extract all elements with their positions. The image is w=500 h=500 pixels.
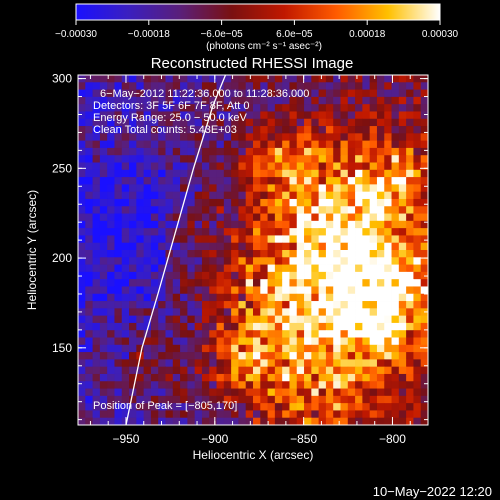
colorbar-tick-label: 0.00018 [349,29,386,40]
peak-position-label: Position of Peak = [−805,170] [93,400,237,412]
info-line-time: 6−May−2012 11:22:36.000 to 11:28:36.000 [100,88,309,100]
colorbar-ticks: −0.00030 −0.00018 −6.0e−05 6.0e−05 0.00018 0.… [55,20,459,40]
x-axis: −950 −900 −850 −800 [89,75,429,446]
footer-timestamp: 10−May−2022 12:20 [373,484,492,499]
chart-title: Reconstructed RHESSI Image [151,55,354,72]
heatmap-image [78,75,428,425]
x-tick-label: −800 [379,432,406,446]
colorbar-tick-label: −6.0e−05 [200,29,243,40]
colorbar-tick-label: −0.00018 [128,29,170,40]
info-annotation: 6−May−2012 11:22:36.000 to 11:28:36.000 … [93,88,309,136]
colorbar-unit-label: (photons cm⁻² s⁻¹ asec⁻²) [206,41,322,52]
y-tick-label: 300 [52,72,72,86]
plot-frame [77,74,429,426]
colorbar-tick-label: −0.00030 [55,29,97,40]
x-axis-label: Heliocentric X (arcsec) [193,448,314,462]
colorbar-tick-label: 0.00030 [422,29,459,40]
y-tick-label: 150 [52,341,72,355]
x-tick-label: −950 [112,432,139,446]
y-tick-label: 200 [52,251,72,265]
info-line-detectors: Detectors: 3F 5F 6F 7F 8F, Att 0 [93,100,250,112]
x-tick-label: −900 [201,432,228,446]
colorbar-tick-label: 6.0e−05 [276,29,313,40]
y-axis: 150 200 250 300 [52,72,428,421]
y-tick-label: 250 [52,161,72,175]
y-axis-label: Heliocentric Y (arcsec) [25,190,39,310]
x-tick-label: −850 [290,432,317,446]
info-line-counts: Clean Total counts: 5.43E+03 [93,124,237,136]
solar-limb-curve [125,75,227,425]
colorbar [75,3,441,21]
info-line-energy: Energy Range: 25.0 − 50.0 keV [93,112,247,124]
